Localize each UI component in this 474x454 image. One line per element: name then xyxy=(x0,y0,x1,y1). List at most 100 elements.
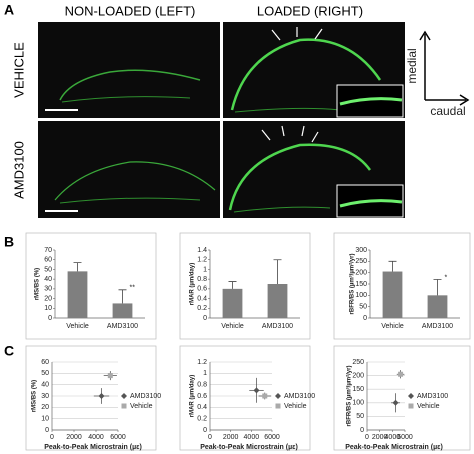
x-axis-title: Peak-to-Peak Microstrain (µε) xyxy=(200,444,298,451)
y-tick-label: 250 xyxy=(355,258,367,265)
y-tick-label: 50 xyxy=(41,370,49,377)
legend-label: AMD3100 xyxy=(284,393,315,400)
y-tick-label: 30 xyxy=(41,393,49,400)
legend-label: AMD3100 xyxy=(417,393,448,400)
y-tick-label: 1 xyxy=(203,370,207,377)
y-tick-label: 200 xyxy=(352,372,364,379)
y-tick-label: 60 xyxy=(44,257,52,264)
legend-label: AMD3100 xyxy=(130,393,161,400)
y-tick-label: 0 xyxy=(48,315,52,322)
y-tick-label: 50 xyxy=(359,304,367,311)
y-axis-title: rMAR (µm/day) xyxy=(190,375,196,417)
x-tick-label: 2000 xyxy=(223,434,239,441)
x-axis-title: Peak-to-Peak Microstrain (µε) xyxy=(44,444,142,451)
point xyxy=(262,393,268,399)
y-tick-label: 40 xyxy=(41,382,49,389)
column-header: NON-LOADED (LEFT) xyxy=(65,3,196,18)
y-tick-label: 0.6 xyxy=(197,393,207,400)
error-bar xyxy=(73,262,82,272)
significance-label: ** xyxy=(130,285,136,292)
y-tick-label: 150 xyxy=(352,386,364,393)
y-axis-title: rBFR/BS (µm³/µm²/yr) xyxy=(349,254,356,315)
y-tick-label: 1.2 xyxy=(197,359,207,366)
y-tick-label: 50 xyxy=(44,266,52,273)
point xyxy=(398,371,404,377)
y-tick-label: 10 xyxy=(44,305,52,312)
chart-frame xyxy=(333,232,471,340)
y-tick-label: 70 xyxy=(44,247,52,254)
y-tick-label: 40 xyxy=(44,276,52,283)
significance-label: * xyxy=(445,274,448,281)
chart-frame xyxy=(25,232,157,340)
legend-marker xyxy=(275,403,281,409)
legend-marker xyxy=(121,393,127,399)
legend-marker xyxy=(121,403,127,409)
x-tick-label: 0 xyxy=(365,434,369,441)
y-tick-label: 0 xyxy=(203,427,207,434)
bar xyxy=(267,284,288,318)
panel-label: A xyxy=(4,2,14,18)
y-tick-label: 0 xyxy=(45,427,49,434)
micrographs xyxy=(38,22,470,218)
error-bar xyxy=(433,279,442,296)
y-tick-label: 150 xyxy=(355,281,367,288)
point xyxy=(253,387,260,394)
x-tick-label: Vehicle xyxy=(381,323,404,330)
y-tick-label: 200 xyxy=(355,270,367,277)
legend-label: Vehicle xyxy=(130,403,153,410)
y-tick-label: 0.4 xyxy=(197,404,207,411)
y-tick-label: 10 xyxy=(41,416,49,423)
x-tick-label: 6000 xyxy=(264,434,280,441)
y-tick-label: 100 xyxy=(355,292,367,299)
row-header: AMD3100 xyxy=(11,141,26,199)
y-tick-label: 1 xyxy=(203,266,207,273)
x-tick-label: 0 xyxy=(208,434,212,441)
point xyxy=(107,373,113,379)
bar xyxy=(67,271,88,318)
y-tick-label: 0.2 xyxy=(197,305,207,312)
y-tick-label: 0.8 xyxy=(197,276,207,283)
point xyxy=(392,399,399,406)
legend-marker xyxy=(275,393,281,399)
y-tick-label: 60 xyxy=(41,359,49,366)
y-tick-label: 300 xyxy=(355,247,367,254)
y-tick-label: 1.2 xyxy=(197,257,207,264)
y-tick-label: 100 xyxy=(352,400,364,407)
chart-frame xyxy=(333,345,471,451)
panel-label: C xyxy=(4,343,14,359)
legend-marker xyxy=(408,403,414,409)
bar xyxy=(427,295,448,318)
legend-marker xyxy=(408,393,414,399)
error-bar xyxy=(118,289,127,304)
panel-label: B xyxy=(4,234,14,250)
error-bar xyxy=(228,281,237,289)
bar xyxy=(382,271,403,318)
x-tick-label: 2000 xyxy=(372,434,388,441)
y-tick-label: 50 xyxy=(356,413,364,420)
x-tick-label: 4000 xyxy=(88,434,104,441)
y-tick-label: 0.8 xyxy=(197,382,207,389)
error-bar xyxy=(273,259,282,284)
legend-label: Vehicle xyxy=(284,403,307,410)
x-tick-label: 4000 xyxy=(385,434,401,441)
column-header: LOADED (RIGHT) xyxy=(257,3,363,18)
y-tick-label: 0.6 xyxy=(197,286,207,293)
point xyxy=(98,393,105,399)
y-tick-label: 0 xyxy=(360,427,364,434)
x-tick-label: Vehicle xyxy=(66,323,89,330)
x-tick-label: AMD3100 xyxy=(262,323,293,330)
y-tick-label: 20 xyxy=(44,295,52,302)
x-tick-label: AMD3100 xyxy=(107,323,138,330)
row-header: VEHICLE xyxy=(11,42,26,98)
y-tick-label: 1.4 xyxy=(197,247,207,254)
orientation-label: caudal xyxy=(430,104,465,118)
y-tick-label: 0.2 xyxy=(197,416,207,423)
bar xyxy=(222,288,243,318)
x-tick-label: Vehicle xyxy=(221,323,244,330)
x-tick-label: 6000 xyxy=(110,434,126,441)
y-tick-label: 0 xyxy=(203,315,207,322)
y-axis-title: rMAR (µm/day) xyxy=(190,263,196,305)
y-tick-label: 20 xyxy=(41,404,49,411)
orientation-label: medial xyxy=(405,48,419,83)
x-tick-label: 2000 xyxy=(66,434,82,441)
